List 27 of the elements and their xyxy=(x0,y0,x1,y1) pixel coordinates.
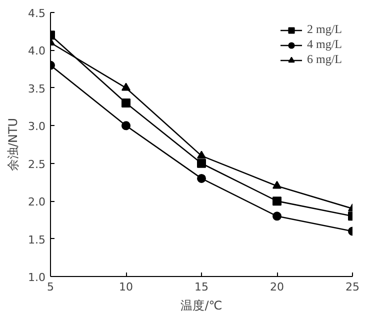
point xyxy=(272,196,282,206)
point xyxy=(272,180,282,189)
x-tick-label: 25 xyxy=(346,280,360,294)
y-tick-label: 3.0 xyxy=(28,120,46,134)
y-tick-label: 1.5 xyxy=(28,233,46,246)
x-tick-label: 10 xyxy=(119,280,133,294)
point xyxy=(197,150,206,159)
x-tick-label: 15 xyxy=(194,280,208,294)
point xyxy=(197,174,206,183)
y-axis-title: 余浊/NTU xyxy=(6,118,20,172)
y-tick-label: 2.5 xyxy=(28,158,46,171)
y-tick-label: 3.5 xyxy=(28,82,46,96)
point xyxy=(122,98,130,108)
legend-label: 6 mg/L xyxy=(307,52,342,67)
point xyxy=(272,212,282,221)
x-tick-label: 20 xyxy=(270,280,284,294)
y-tick-label: 2.0 xyxy=(28,196,46,209)
point xyxy=(197,158,206,168)
x-tick-label: 5 xyxy=(47,280,54,294)
x-axis-title: 温度/℃ xyxy=(180,298,222,312)
point xyxy=(122,121,130,130)
y-tick-label: 4.5 xyxy=(28,7,46,20)
point xyxy=(122,82,130,91)
y-tick-label: 4.0 xyxy=(28,44,46,58)
legend-label: 2 mg/L xyxy=(307,22,342,37)
legend-label: 4 mg/L xyxy=(307,37,342,52)
y-tick-label: 1.0 xyxy=(28,271,46,284)
